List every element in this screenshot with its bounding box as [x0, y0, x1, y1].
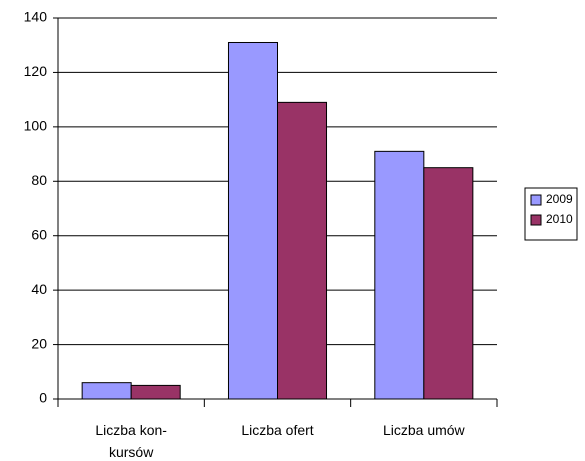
bar: [227, 41, 278, 400]
y-tick-label: 140: [24, 9, 48, 25]
y-tick-label: 120: [24, 63, 48, 79]
legend-swatch: [530, 194, 542, 206]
x-tick-label: Liczba umów: [382, 422, 465, 438]
y-tick-label: 100: [24, 118, 48, 134]
x-tick-label: Liczba kon-kursów: [95, 422, 167, 460]
bar: [130, 384, 181, 400]
legend-label: 2010: [546, 212, 573, 226]
y-tick-label: 40: [31, 281, 47, 297]
y-tick-label: 60: [31, 226, 47, 242]
bar: [277, 101, 328, 400]
y-tick-label: 80: [31, 172, 47, 188]
y-tick-label: 0: [39, 390, 47, 406]
legend-box: [524, 187, 578, 241]
bar: [81, 382, 132, 400]
y-tick-label: 20: [31, 335, 47, 351]
legend-label: 2009: [546, 192, 573, 206]
bar: [374, 150, 425, 400]
x-tick-label: Liczba ofert: [241, 422, 314, 438]
bar: [423, 167, 474, 400]
legend-swatch: [530, 214, 542, 226]
